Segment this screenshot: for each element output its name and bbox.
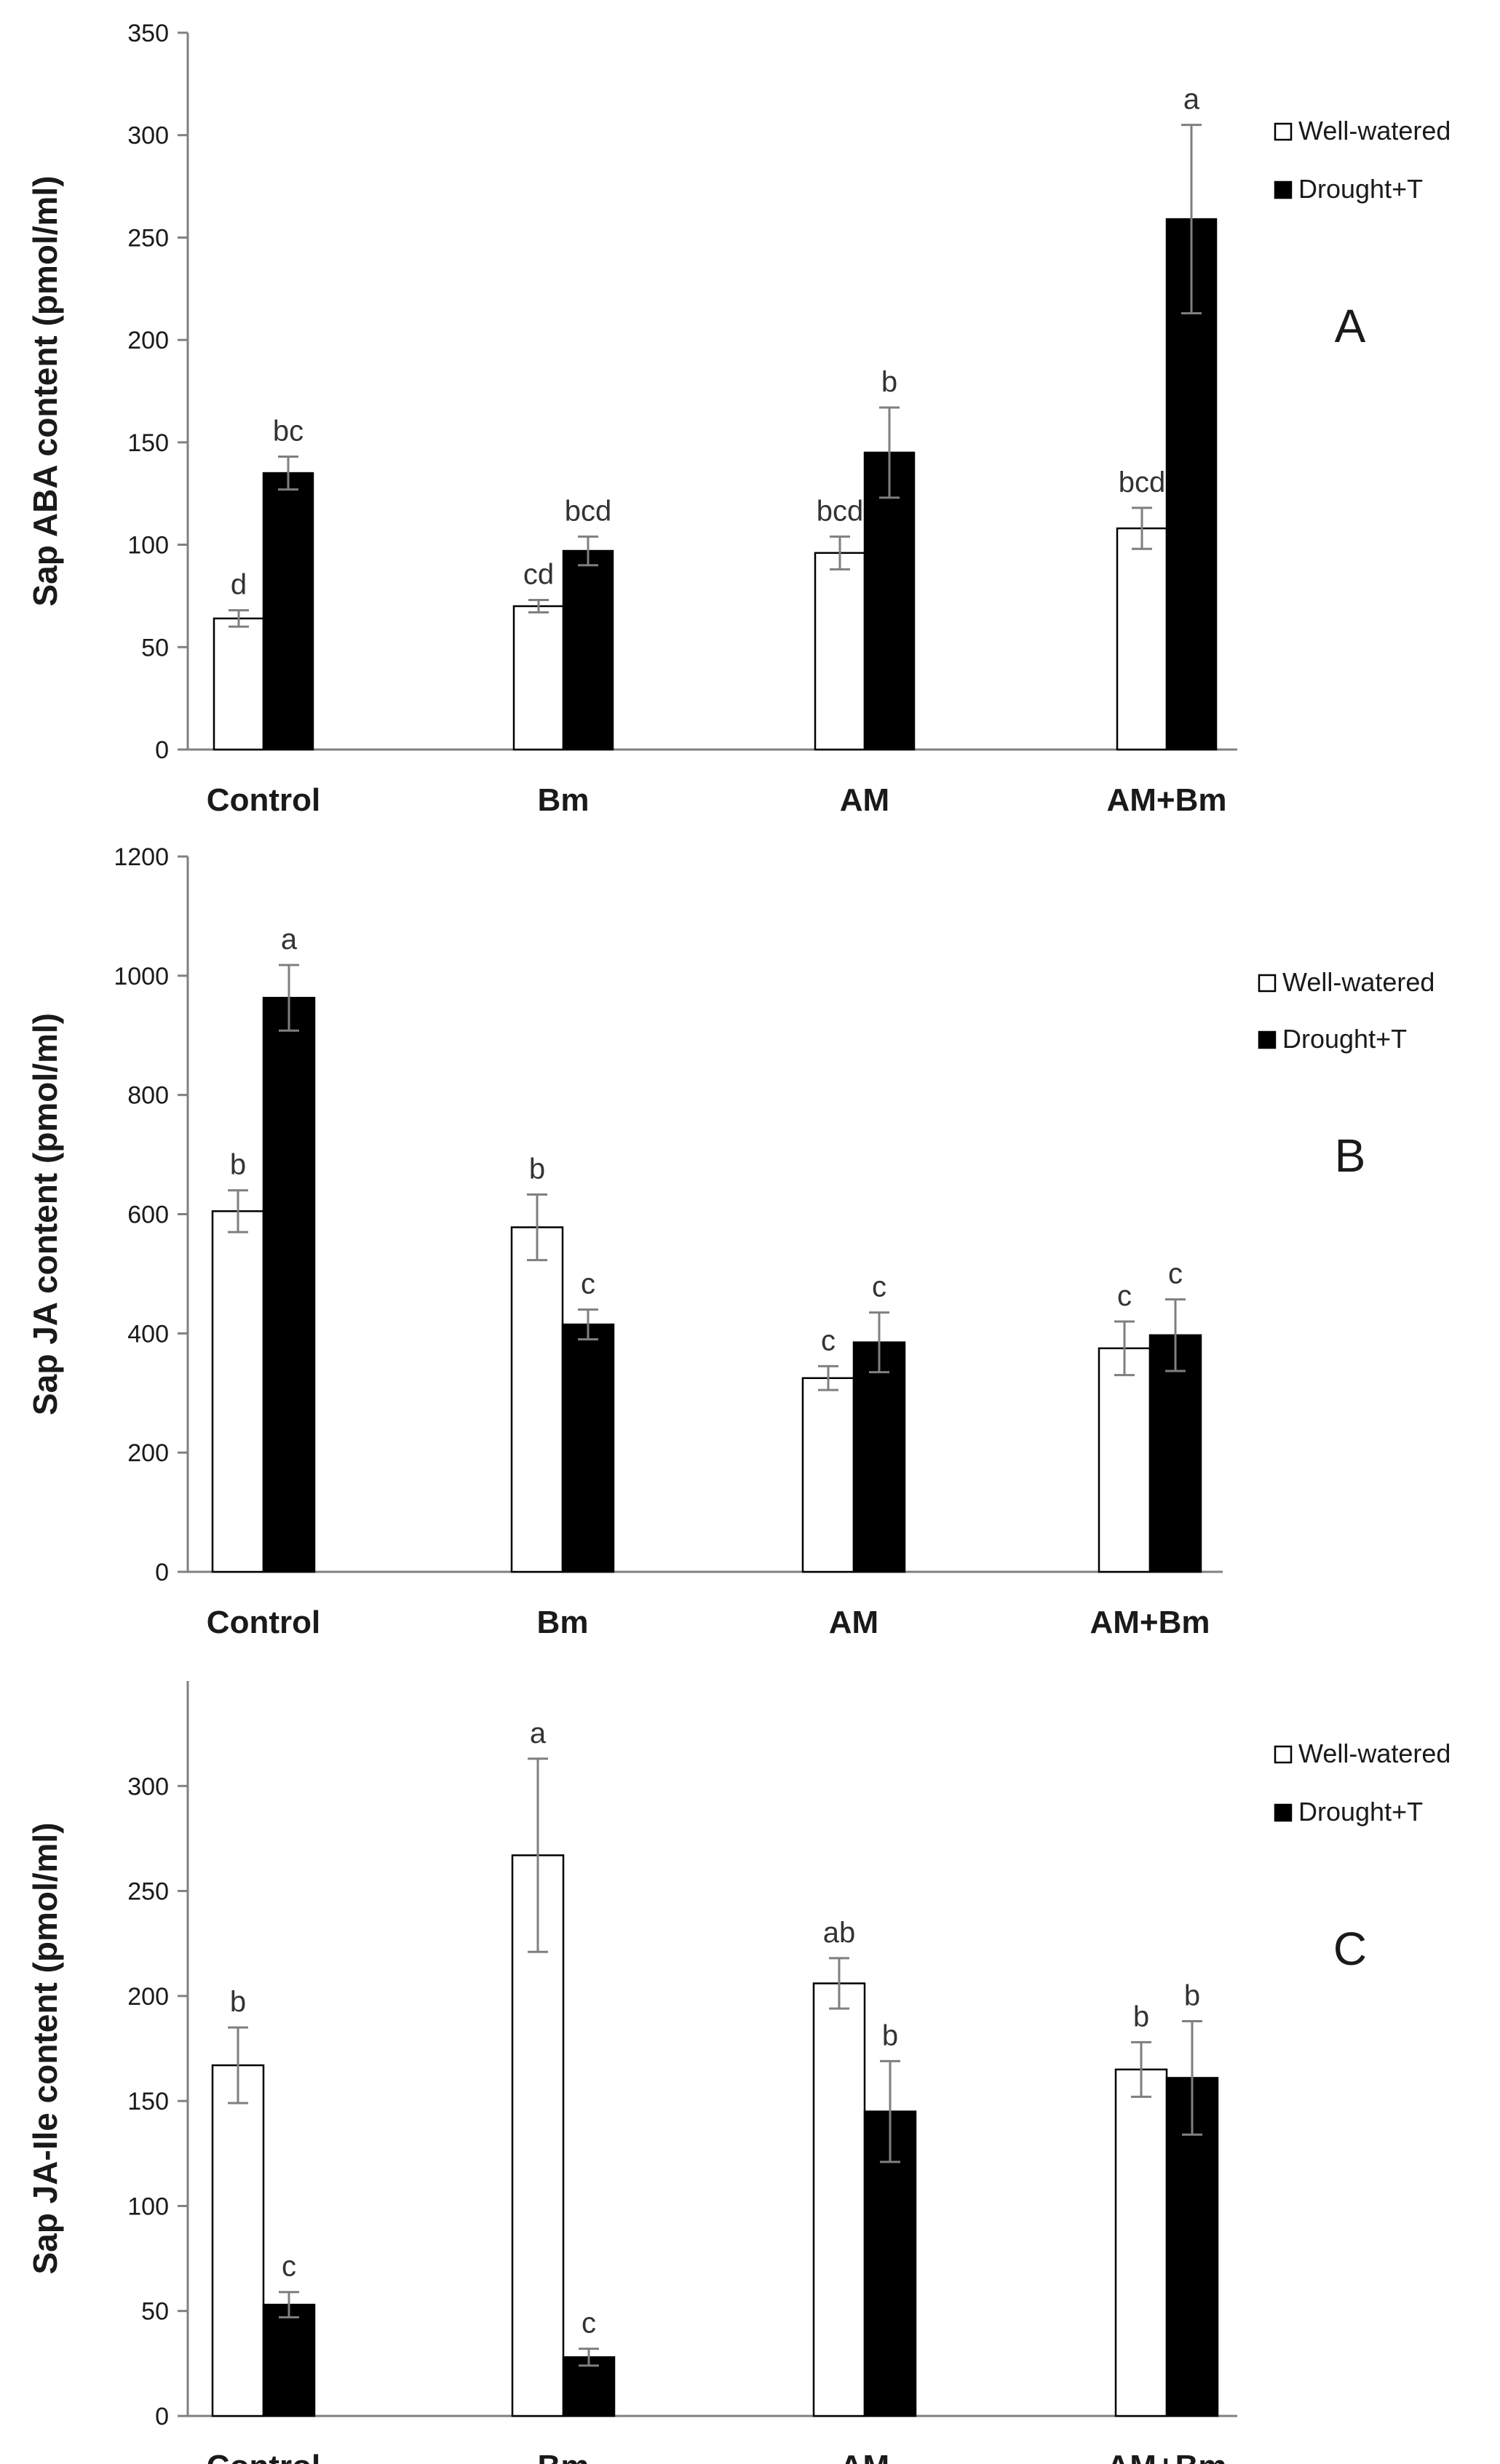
significance-letter: bc <box>273 416 303 448</box>
y-tick-label: 250 <box>127 1878 169 1906</box>
y-axis-label: Sap JA content (pmol/ml) <box>26 1013 64 1415</box>
significance-letter: c <box>1168 1258 1183 1290</box>
bar-drought-bm <box>562 549 614 751</box>
y-axis-label: Sap ABA content (pmol/ml) <box>26 175 64 606</box>
bar-well-watered-am <box>812 1982 866 2417</box>
significance-letter: b <box>529 1153 545 1185</box>
y-tick-label: 50 <box>141 634 169 661</box>
significance-letter: c <box>872 1271 886 1303</box>
y-tick-label: 150 <box>127 429 169 457</box>
significance-letter: c <box>282 2251 296 2283</box>
y-tick-label: 0 <box>155 2403 169 2431</box>
significance-letter: ab <box>823 1917 856 1949</box>
bar-well-watered-control <box>211 1210 265 1573</box>
significance-letter: c <box>821 1324 836 1356</box>
y-tick-label: 0 <box>155 1559 169 1586</box>
legend-swatch <box>1274 1745 1293 1764</box>
chart-panel-B: 0 200 400 600 800 1000 1200 Sap JA content (pmo… <box>26 843 1434 1640</box>
category-label: AM+Bm <box>1090 1605 1210 1640</box>
significance-letter: bcd <box>1119 466 1166 498</box>
y-tick-label: 200 <box>127 1983 169 2011</box>
significance-letter: bcd <box>565 495 612 527</box>
legend-swatch <box>1274 1803 1293 1822</box>
bar-well-watered-am-bm <box>1098 1347 1151 1573</box>
bar-drought-bm <box>562 2356 616 2417</box>
category-label: Control <box>207 1605 320 1640</box>
significance-letter: d <box>231 569 247 601</box>
y-tick-label: 300 <box>127 122 169 150</box>
chart-panel-A: 0 50 100 150 200 250 300 350 Sap ABA content (pm… <box>26 20 1451 818</box>
significance-letter: bcd <box>817 495 864 527</box>
y-tick-label: 0 <box>155 736 169 764</box>
legend-swatch <box>1274 180 1293 199</box>
bar-well-watered-bm <box>512 605 565 751</box>
y-tick-label: 350 <box>127 20 169 47</box>
bar-drought-bm <box>561 1323 615 1573</box>
legend-label: Well-watered <box>1298 116 1451 146</box>
y-tick-label: 1200 <box>114 843 169 871</box>
y-tick-label: 800 <box>127 1082 169 1110</box>
significance-letter: c <box>582 2308 596 2340</box>
y-axis-label: Sap JA-Ile content (pmol/ml) <box>26 1822 64 2274</box>
chart-panel-C: 0 50 100 150 200 250 300 Sap JA-Ile content (pm… <box>26 1681 1451 2464</box>
legend-label: Drought+T <box>1282 1024 1407 1054</box>
legend-label: Well-watered <box>1282 967 1434 997</box>
significance-letter: b <box>230 1149 246 1181</box>
category-label: Bm <box>537 1605 589 1640</box>
y-tick-label: 200 <box>127 1439 169 1467</box>
significance-letter: a <box>281 923 298 955</box>
category-label: Bm <box>538 2449 590 2464</box>
y-tick-label: 50 <box>141 2298 169 2326</box>
bar-drought-control <box>262 472 314 751</box>
legend-label: Drought+T <box>1298 1797 1423 1827</box>
significance-letter: a <box>1183 84 1200 116</box>
category-label: Control <box>207 2449 320 2464</box>
bar-well-watered-am-bm <box>1114 2068 1168 2417</box>
significance-letter: a <box>530 1717 547 1749</box>
category-label: AM <box>840 782 889 818</box>
panel-label: C <box>1333 1923 1367 1975</box>
bar-well-watered-am <box>801 1377 855 1573</box>
bar-well-watered-control <box>211 2064 265 2417</box>
bar-well-watered-control <box>213 617 265 751</box>
y-tick-label: 250 <box>127 224 169 252</box>
significance-letter: b <box>881 366 897 398</box>
y-tick-label: 150 <box>127 2088 169 2115</box>
y-tick-label: 600 <box>127 1201 169 1229</box>
panel-label: A <box>1335 300 1366 352</box>
category-label: AM+Bm <box>1106 782 1226 818</box>
legend-label: Well-watered <box>1298 1738 1451 1768</box>
significance-letter: b <box>1184 1979 1200 2011</box>
bar-well-watered-am-bm <box>1116 527 1168 751</box>
legend-label: Drought+T <box>1298 174 1423 204</box>
significance-letter: b <box>230 1986 246 2018</box>
legend-swatch <box>1274 122 1293 141</box>
panel-label: B <box>1335 1129 1366 1182</box>
bar-drought-am-bm <box>1148 1334 1202 1573</box>
bar-well-watered-bm <box>510 1226 564 1573</box>
y-tick-label: 100 <box>127 532 169 560</box>
significance-letter: b <box>882 2019 898 2051</box>
significance-letter: b <box>1133 2000 1149 2032</box>
category-label: Control <box>207 782 320 818</box>
bar-drought-control <box>262 996 316 1573</box>
bar-drought-control <box>262 2303 316 2417</box>
category-label: AM <box>829 1605 878 1640</box>
y-tick-label: 400 <box>127 1320 169 1348</box>
significance-letter: c <box>581 1268 595 1300</box>
bar-well-watered-am <box>814 552 866 751</box>
bar-drought-am <box>852 1341 906 1573</box>
y-tick-label: 100 <box>127 2193 169 2220</box>
category-label: AM+Bm <box>1106 2449 1226 2464</box>
y-tick-label: 1000 <box>114 963 169 990</box>
category-label: AM <box>840 2449 889 2464</box>
significance-letter: cd <box>523 559 554 591</box>
y-tick-label: 200 <box>127 327 169 354</box>
legend-swatch <box>1258 1030 1277 1049</box>
category-label: Bm <box>538 782 590 818</box>
y-tick-label: 300 <box>127 1773 169 1800</box>
significance-letter: c <box>1117 1280 1132 1312</box>
legend-swatch <box>1258 974 1277 993</box>
